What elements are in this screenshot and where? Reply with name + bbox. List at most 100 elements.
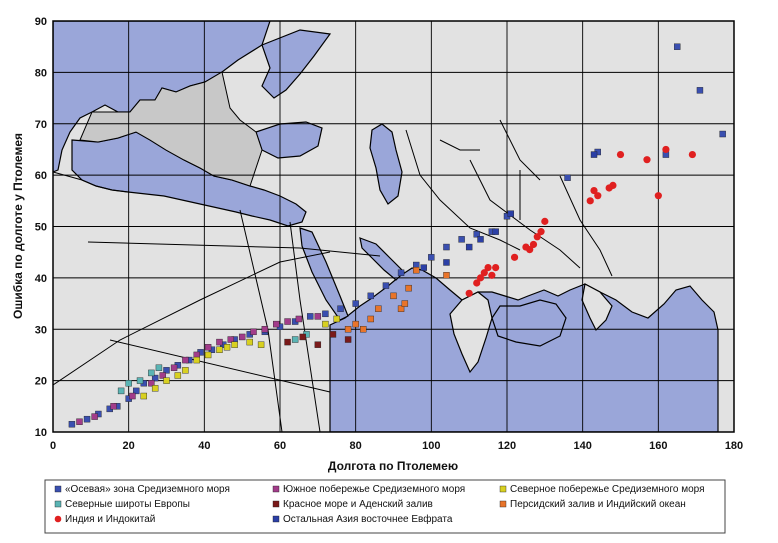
data-point	[477, 236, 484, 243]
data-point	[182, 356, 189, 364]
data-point	[284, 318, 291, 325]
data-point	[148, 379, 155, 387]
data-point	[465, 289, 473, 297]
legend-box	[44, 479, 726, 534]
y-tick-label: 80	[35, 67, 47, 79]
data-point	[151, 385, 159, 392]
data-point	[696, 87, 704, 94]
data-point	[537, 228, 545, 236]
data-point	[314, 341, 322, 348]
x-tick-label: 100	[422, 440, 440, 452]
legend-label: Индия и Индокитай	[65, 514, 155, 525]
data-point	[148, 369, 155, 377]
data-point	[492, 228, 499, 235]
data-point	[443, 243, 450, 251]
caspian-sea	[369, 123, 403, 205]
red-sea	[299, 227, 349, 321]
legend-label: Южное побережье Средиземного моря	[283, 483, 465, 495]
data-point	[216, 338, 223, 346]
legend-marker	[54, 515, 62, 523]
data-point	[352, 320, 359, 328]
data-point	[476, 274, 485, 282]
x-tick-label: 80	[350, 440, 362, 452]
persian-gulf	[359, 237, 405, 281]
data-point	[590, 151, 598, 158]
data-point	[594, 192, 602, 200]
data-point	[375, 305, 382, 312]
data-point	[643, 156, 651, 164]
data-point	[420, 264, 427, 271]
data-point	[299, 333, 306, 341]
data-point	[529, 240, 538, 249]
data-point	[484, 264, 492, 272]
legend-marker	[499, 485, 507, 493]
x-tick-label: 0	[50, 440, 56, 452]
data-point	[193, 356, 200, 364]
data-point	[110, 403, 117, 410]
data-point	[68, 421, 76, 428]
data-point	[291, 336, 299, 343]
data-point	[344, 326, 352, 333]
data-point	[182, 367, 189, 374]
data-point	[333, 315, 340, 323]
x-tick-label: 20	[123, 440, 135, 452]
data-point	[76, 418, 83, 425]
data-point	[473, 279, 481, 287]
data-point	[322, 320, 329, 328]
data-point	[344, 336, 352, 343]
data-point	[155, 364, 163, 371]
data-point	[295, 315, 303, 323]
legend: «Осевая» зона Средиземного моря Южное поб…	[44, 479, 726, 534]
y-tick-labels: 10 20 30 40 50 60 70 80 90	[35, 16, 47, 439]
europe-shaded	[79, 71, 263, 187]
data-point	[223, 344, 231, 351]
x-tick-label: 60	[274, 440, 286, 452]
data-point	[322, 310, 329, 318]
data-point	[151, 374, 159, 382]
data-point	[250, 328, 257, 336]
x-tick-labels: 0 20 40 60 80 100 120 140 160 180	[50, 440, 743, 452]
data-point	[314, 313, 322, 320]
data-point	[133, 387, 140, 395]
data-point	[526, 246, 534, 254]
data-point	[674, 43, 681, 50]
legend-label: Северные широты Европы	[65, 499, 190, 510]
data-point	[261, 326, 269, 333]
legend-label: Красное море и Аденский залив	[283, 499, 433, 510]
data-point	[367, 292, 374, 300]
data-point	[159, 372, 166, 379]
data-point	[117, 387, 125, 395]
y-tick-label: 90	[35, 16, 47, 28]
plot-frame	[52, 20, 735, 433]
data-point	[590, 186, 598, 195]
data-point	[413, 266, 420, 274]
data-points	[68, 43, 726, 428]
legend-label: Персидский залив и Индийский океан	[510, 499, 686, 510]
x-tick-label: 140	[573, 440, 591, 452]
data-point	[654, 192, 662, 200]
data-point	[163, 367, 170, 374]
data-point	[204, 351, 212, 359]
data-point	[329, 331, 337, 338]
data-point	[284, 338, 291, 346]
data-point	[307, 313, 314, 320]
y-tick-label: 10	[35, 427, 47, 439]
data-point	[492, 264, 500, 272]
data-point	[397, 269, 405, 276]
y-tick-label: 20	[35, 376, 47, 388]
legend-marker	[54, 500, 62, 508]
data-point	[616, 150, 625, 159]
data-point	[257, 341, 265, 348]
data-point	[216, 346, 223, 353]
border-lines	[53, 119, 613, 432]
x-axis-label: Долгота по Птолемею	[328, 459, 458, 473]
data-point	[170, 364, 178, 371]
data-point	[564, 174, 571, 181]
y-axis-label: Ошибка по долготе у Птолемея	[11, 133, 25, 319]
legend-marker	[272, 515, 280, 523]
data-point	[227, 336, 235, 343]
data-point	[337, 305, 344, 312]
data-point	[204, 344, 212, 351]
data-point	[397, 305, 405, 312]
